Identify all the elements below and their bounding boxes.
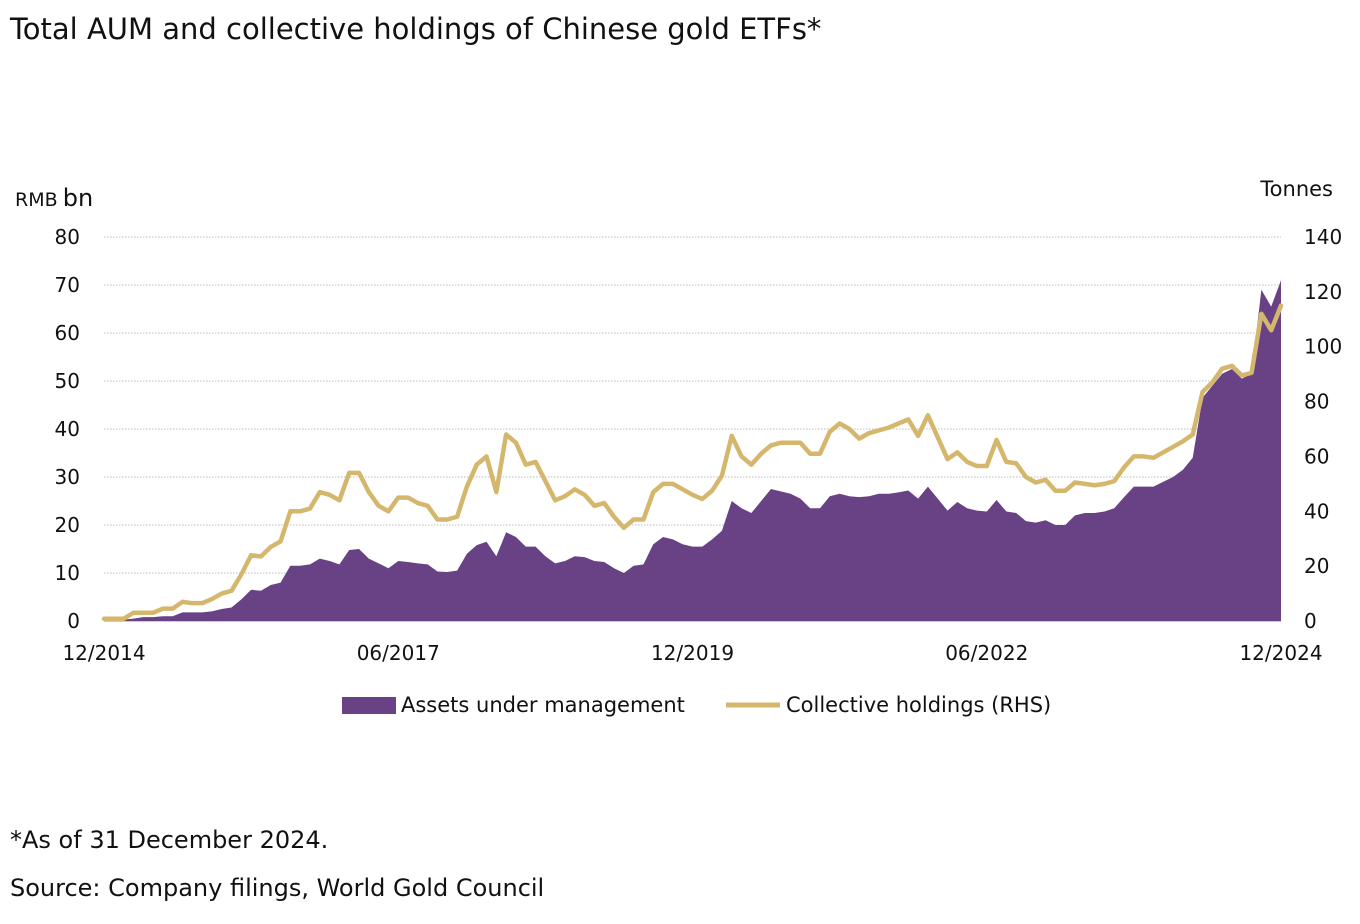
right-tick-label: 80 [1304, 390, 1329, 414]
x-tick-label: 12/2014 [62, 641, 145, 665]
right-tick-label: 60 [1304, 444, 1329, 468]
axis-labels: 0 10 20 30 40 50 60 70 80 0 20 40 60 80 100 120 140 12/20… [55, 225, 1343, 665]
chart-title: Total AUM and collective holdings of Chi… [10, 12, 822, 46]
x-tick-label: 06/2017 [357, 641, 440, 665]
left-axis-unit: RMB bn [15, 184, 93, 212]
left-tick-label: 40 [55, 417, 80, 441]
x-tick-label: 06/2022 [945, 641, 1028, 665]
aum-area [104, 280, 1281, 621]
right-tick-label: 140 [1304, 225, 1342, 249]
right-tick-label: 20 [1304, 554, 1329, 578]
x-tick-label: 12/2024 [1239, 641, 1322, 665]
holdings-line-layer [101, 303, 1284, 622]
left-tick-label: 30 [55, 465, 80, 489]
legend: Assets under management Collective holdi… [342, 693, 1051, 717]
left-tick-label: 0 [67, 609, 80, 633]
left-tick-label: 80 [55, 225, 80, 249]
right-tick-label: 100 [1304, 335, 1342, 359]
left-tick-label: 20 [55, 513, 80, 537]
left-tick-label: 50 [55, 369, 80, 393]
right-axis-label: Tonnes [1259, 177, 1333, 201]
source-note: Source: Company filings, World Gold Coun… [10, 874, 545, 902]
legend-swatch-aum [342, 697, 396, 714]
aum-area-layer [104, 280, 1281, 621]
left-tick-label: 10 [55, 561, 80, 585]
right-tick-label: 40 [1304, 499, 1329, 523]
left-tick-label: 60 [55, 321, 80, 345]
x-tick-label: 12/2019 [651, 641, 734, 665]
legend-label-holdings: Collective holdings (RHS) [786, 693, 1051, 717]
right-tick-label: 0 [1304, 609, 1317, 633]
footnote: *As of 31 December 2024. [10, 826, 329, 854]
holdings-line [101, 303, 1284, 622]
left-tick-label: 70 [55, 273, 80, 297]
legend-label-aum: Assets under management [401, 693, 685, 717]
right-tick-label: 120 [1304, 280, 1342, 304]
